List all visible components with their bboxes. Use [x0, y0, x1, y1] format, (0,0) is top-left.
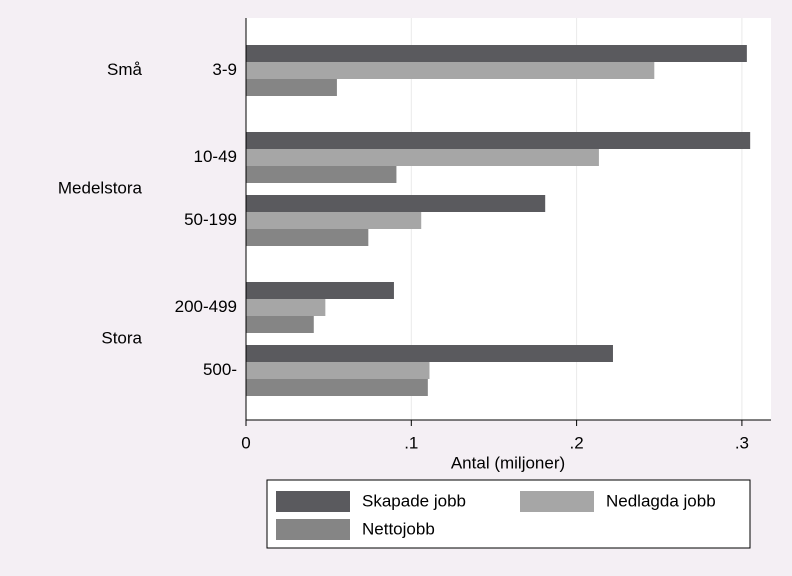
group-label: Medelstora [58, 178, 143, 197]
bar [246, 166, 397, 183]
bar [246, 362, 430, 379]
group-label: Små [107, 60, 143, 79]
x-axis-title: Antal (miljoner) [451, 453, 565, 472]
bar [246, 132, 751, 149]
bar [246, 316, 314, 333]
bar [246, 299, 326, 316]
group-label: Stora [101, 328, 142, 347]
bar [246, 379, 428, 396]
legend-swatch [276, 491, 350, 512]
bar [246, 79, 337, 96]
bar [246, 212, 422, 229]
category-label: 10-49 [194, 147, 237, 166]
legend-swatch [520, 491, 594, 512]
x-tick-label: .1 [404, 433, 418, 452]
bar [246, 62, 655, 79]
x-tick-label: 0 [241, 433, 250, 452]
legend-label: Nedlagda jobb [606, 491, 716, 510]
category-label: 500- [203, 360, 237, 379]
bar [246, 282, 394, 299]
category-label: 50-199 [184, 210, 237, 229]
category-label: 200-499 [175, 297, 237, 316]
legend-label: Nettojobb [362, 519, 435, 538]
x-tick-label: .3 [735, 433, 749, 452]
bar [246, 45, 747, 62]
bar [246, 195, 546, 212]
bar [246, 229, 369, 246]
legend-label: Skapade jobb [362, 491, 466, 510]
category-label: 3-9 [212, 60, 237, 79]
bar [246, 149, 599, 166]
x-tick-label: .2 [570, 433, 584, 452]
bar [246, 345, 613, 362]
legend-swatch [276, 519, 350, 540]
